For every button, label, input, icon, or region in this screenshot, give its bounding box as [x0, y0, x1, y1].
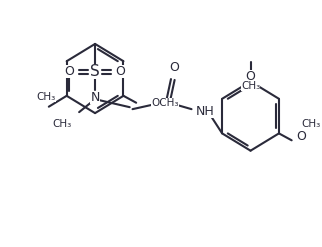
Text: O: O: [116, 65, 126, 78]
Text: CH₃: CH₃: [241, 82, 260, 91]
Text: OCH₃: OCH₃: [151, 98, 179, 108]
Text: S: S: [90, 64, 100, 79]
Text: CH₃: CH₃: [36, 92, 56, 102]
Text: O: O: [65, 65, 74, 78]
Text: O: O: [296, 130, 306, 143]
Text: O: O: [170, 61, 180, 74]
Text: CH₃: CH₃: [52, 119, 71, 129]
Text: CH₃: CH₃: [301, 120, 320, 129]
Text: NH: NH: [196, 105, 215, 118]
Text: N: N: [90, 91, 100, 104]
Text: O: O: [246, 70, 255, 82]
